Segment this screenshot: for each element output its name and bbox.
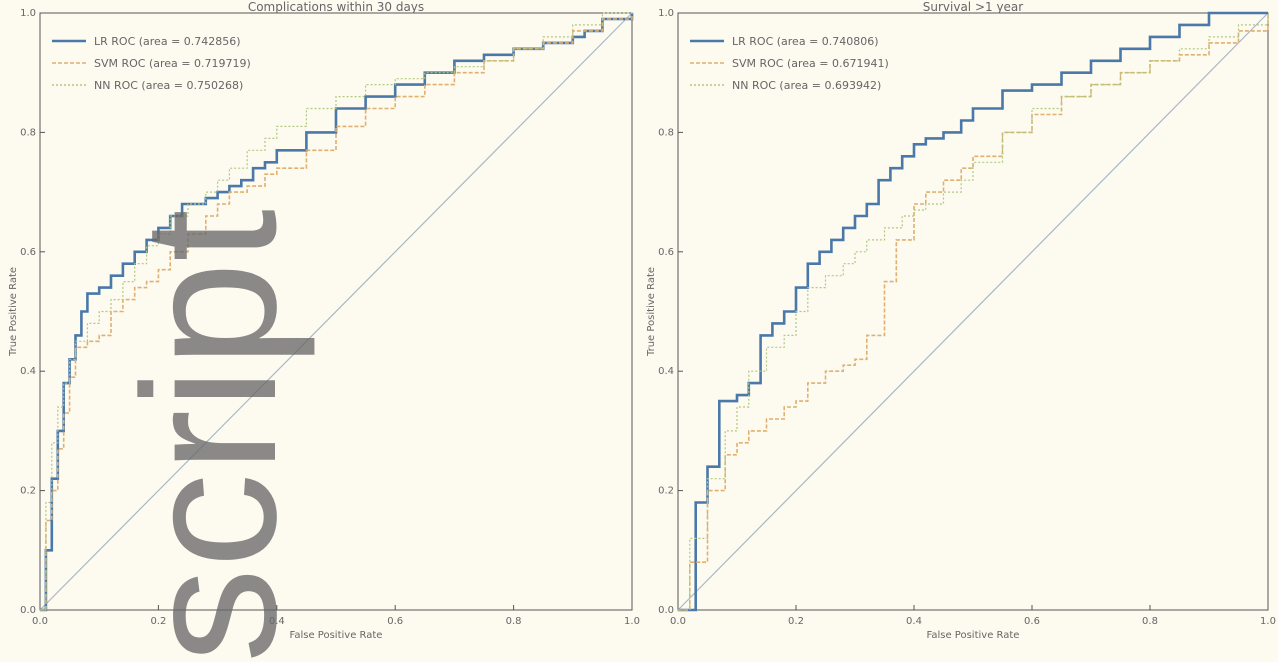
- x-tick-label: 0.8: [506, 616, 522, 627]
- series-line-2: [40, 13, 633, 611]
- x-tick-label: 0.4: [906, 616, 922, 627]
- y-tick-label: 0.2: [20, 486, 36, 497]
- x-tick-label: 0.6: [1024, 616, 1040, 627]
- chart-panel-1: 0.0 0.2 0.4 0.6 0.8 1.0 0.0 0.2 0.4 0.6 0.8 1.0 LR R…: [8, 0, 640, 641]
- x-tick-label: 0.8: [1142, 616, 1158, 627]
- x-tick-label: 0.6: [387, 616, 403, 627]
- y-tick-label: 1.0: [658, 8, 674, 19]
- y-axis-label: True Positive Rate: [8, 267, 19, 357]
- legend-label-3: NN ROC (area = 0.750268): [94, 79, 243, 92]
- chart-title: Complications within 30 days: [248, 0, 424, 14]
- x-tick-label: 1.0: [624, 616, 640, 627]
- chance-diagonal: [677, 12, 1269, 611]
- y-tick-label: 0.6: [20, 247, 36, 258]
- y-tick-label: 0.6: [658, 247, 674, 258]
- x-tick-label: 0.0: [32, 616, 48, 627]
- x-tick-label: 0.4: [269, 616, 285, 627]
- legend-label-2: SVM ROC (area = 0.671941): [732, 57, 889, 70]
- x-axis-label: False Positive Rate: [290, 630, 383, 641]
- series-line-1: [40, 13, 634, 612]
- x-axis-label: False Positive Rate: [927, 630, 1020, 641]
- y-tick-label: 0.8: [658, 127, 674, 138]
- y-tick-label: 1.0: [20, 8, 36, 19]
- y-axis-label: True Positive Rate: [646, 267, 657, 357]
- x-tick-label: 0.0: [670, 616, 686, 627]
- figure: 0.0 0.2 0.4 0.6 0.8 1.0 0.0 0.2 0.4 0.6 0.8 1.0 LR R…: [8, 0, 1276, 641]
- x-tick-label: 1.0: [1260, 616, 1276, 627]
- y-tick-label: 0.0: [20, 605, 36, 616]
- chance-diagonal: [39, 12, 633, 611]
- y-tick-label: 0.4: [658, 366, 674, 377]
- y-tick-label: 0.4: [20, 366, 36, 377]
- y-tick-label: 0.2: [658, 486, 674, 497]
- chart-title: Survival >1 year: [923, 0, 1024, 14]
- legend-label-3: NN ROC (area = 0.693942): [732, 79, 881, 92]
- y-tick-label: 0.0: [658, 605, 674, 616]
- series-line-3: [40, 12, 632, 611]
- x-tick-label: 0.2: [788, 616, 804, 627]
- x-tick-label: 0.2: [150, 616, 166, 627]
- chart-panel-2: 0.0 0.2 0.4 0.6 0.8 1.0 0.0 0.2 0.4 0.6 0.8 1.0 LR R…: [646, 0, 1276, 641]
- series-line-3: [678, 13, 1269, 611]
- series-line-1: [678, 11, 1268, 612]
- legend-label-2: SVM ROC (area = 0.719719): [94, 57, 251, 70]
- legend-label-1: LR ROC (area = 0.742856): [94, 35, 241, 48]
- legend-label-1: LR ROC (area = 0.740806): [732, 35, 879, 48]
- legend: LR ROC (area = 0.742856) SVM ROC (area = …: [52, 35, 251, 92]
- series-line-2: [678, 13, 1269, 611]
- legend: LR ROC (area = 0.740806) SVM ROC (area = …: [690, 35, 889, 92]
- y-tick-label: 0.8: [20, 127, 36, 138]
